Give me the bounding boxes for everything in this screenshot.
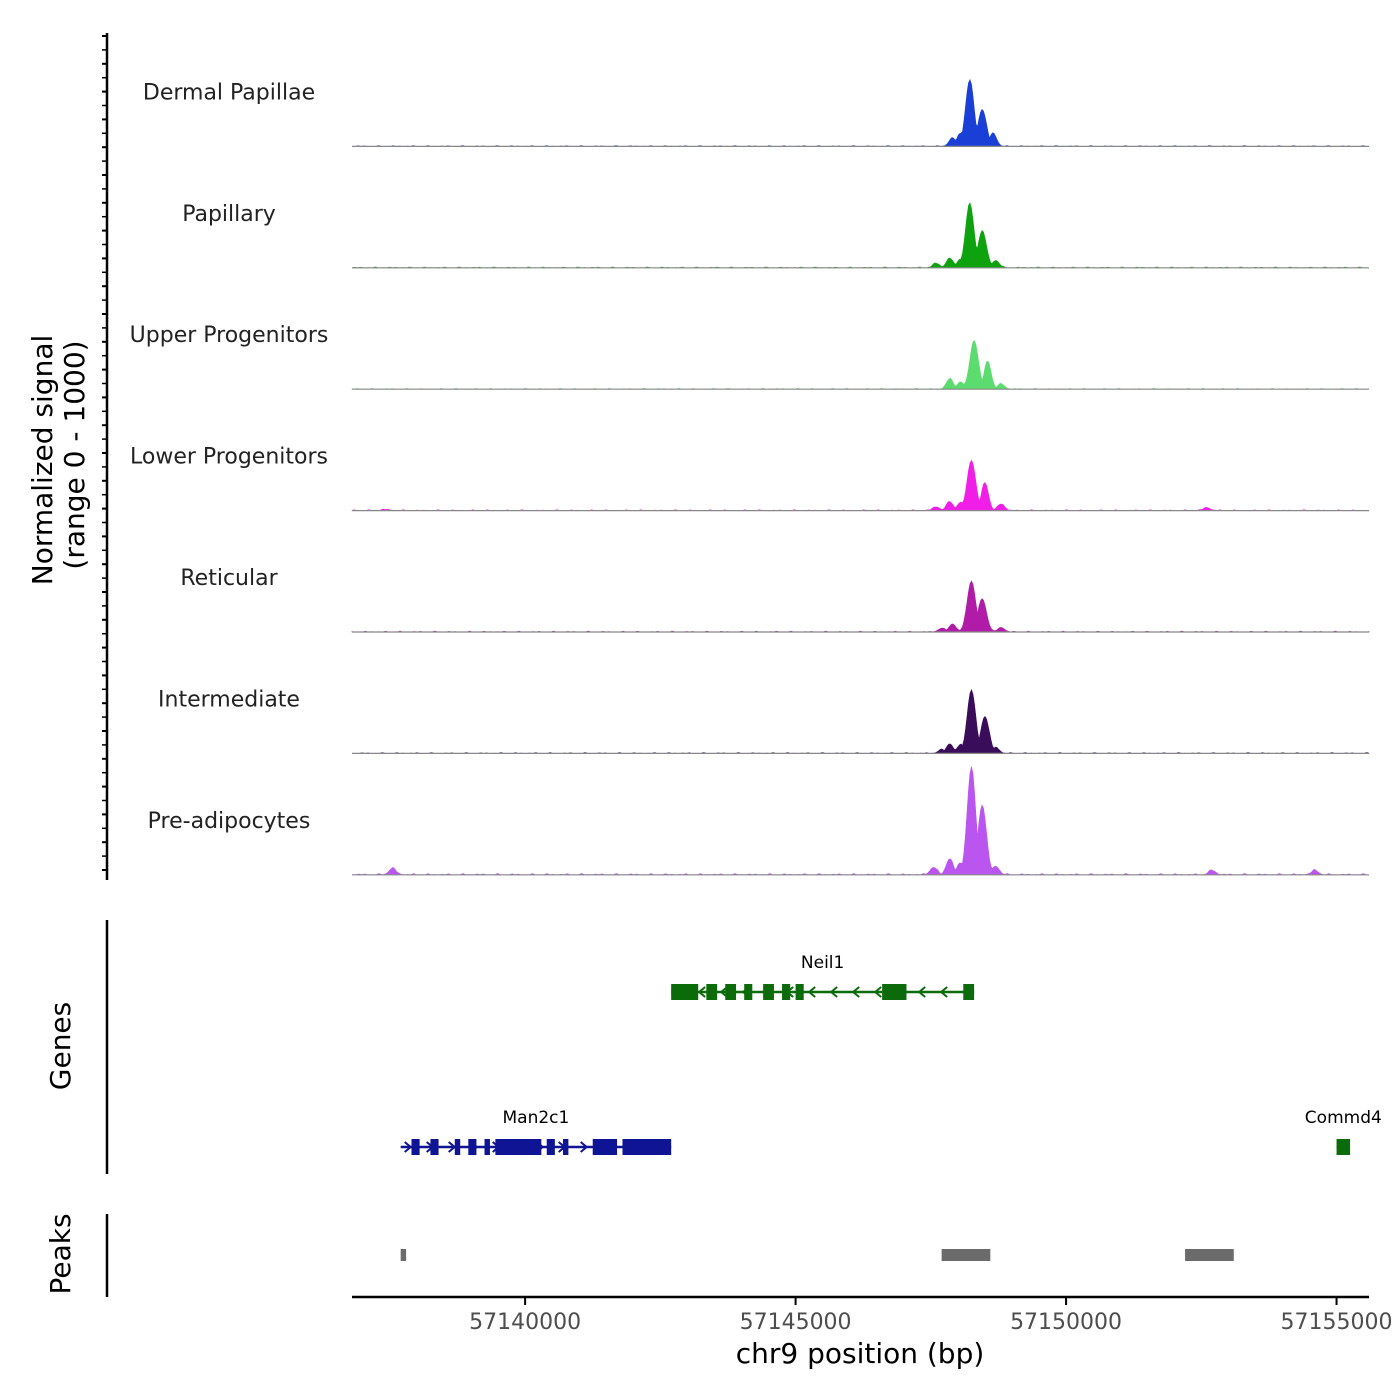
coverage-area xyxy=(352,688,1370,754)
gene-exon xyxy=(725,984,737,1000)
track-label: Intermediate xyxy=(158,687,300,712)
strand-arrow xyxy=(719,986,728,998)
gene-exon xyxy=(671,984,699,1000)
strand-arrow xyxy=(851,986,860,998)
strand-arrow xyxy=(829,986,838,998)
coverage-track: Pre-adipocytes xyxy=(148,766,1369,876)
strand-arrow xyxy=(404,1141,413,1153)
coverage-area xyxy=(351,580,1370,633)
strand-arrow xyxy=(807,986,816,998)
track-label: Reticular xyxy=(180,566,278,591)
strand-arrow xyxy=(580,1141,589,1153)
x-tick-label: 57140000 xyxy=(469,1310,581,1335)
gene-exon xyxy=(411,1139,420,1155)
peak-region xyxy=(941,1249,991,1261)
peak-region xyxy=(1185,1249,1234,1261)
gene-exon xyxy=(495,1139,542,1155)
x-axis-title: chr9 position (bp) xyxy=(736,1337,985,1370)
coverage-track: Intermediate xyxy=(158,687,1370,755)
coverage-area xyxy=(352,78,1369,147)
gene-exon xyxy=(468,1139,477,1155)
strand-arrow xyxy=(697,986,706,998)
strand-arrow xyxy=(873,986,882,998)
gene-exon xyxy=(1336,1139,1351,1155)
gene-exon xyxy=(782,984,791,1000)
gene-label: Neil1 xyxy=(801,953,844,973)
x-tick-label: 57150000 xyxy=(1010,1310,1122,1335)
strand-arrow xyxy=(448,1141,457,1153)
coverage-track: Papillary xyxy=(182,202,1369,269)
strand-arrow xyxy=(939,986,948,998)
peak-region xyxy=(400,1249,407,1261)
gene-exon xyxy=(592,1139,618,1155)
genes-panel-label: Genes xyxy=(44,1002,77,1090)
peaks-panel-label: Peaks xyxy=(44,1213,77,1294)
coverage-area xyxy=(351,340,1369,390)
coverage-area xyxy=(351,202,1369,269)
track-label: Upper Progenitors xyxy=(130,323,329,348)
y-axis-title: Normalized signal (range 0 - 1000) xyxy=(26,335,91,586)
track-label: Papillary xyxy=(182,202,276,227)
track-label: Dermal Papillae xyxy=(143,80,315,105)
coverage-track: Upper Progenitors xyxy=(130,323,1369,390)
gene-model: Neil1 xyxy=(671,953,975,1000)
gene-exon xyxy=(484,1139,490,1155)
x-tick-label: 57155000 xyxy=(1281,1310,1393,1335)
gene-exon xyxy=(562,1139,569,1155)
gene-exon xyxy=(546,1139,555,1155)
y-axis-title-line2: (range 0 - 1000) xyxy=(58,340,91,569)
track-label: Lower Progenitors xyxy=(130,445,328,470)
peaks-panel: Peaks xyxy=(44,1213,1234,1297)
gene-exon xyxy=(744,984,753,1000)
gene-exon xyxy=(706,984,718,1000)
gene-label: Man2c1 xyxy=(503,1108,570,1128)
gene-label: Commd4 xyxy=(1305,1108,1382,1128)
x-tick-label: 57145000 xyxy=(740,1310,852,1335)
gene-model: Man2c1 xyxy=(400,1108,672,1155)
gene-exon xyxy=(763,984,774,1000)
coverage-area xyxy=(352,766,1369,876)
track-label: Pre-adipocytes xyxy=(148,809,311,834)
genes-panel: Genes Neil1 Man2c1 Commd4 xyxy=(44,920,1382,1174)
coverage-track: Dermal Papillae xyxy=(143,78,1369,147)
x-axis: chr9 position (bp) 57140000 57145000 57150… xyxy=(352,1295,1393,1370)
gene-exon xyxy=(795,984,804,1000)
coverage-y-axis xyxy=(102,33,109,880)
gene-exon xyxy=(963,984,975,1000)
coverage-area xyxy=(351,459,1370,511)
gene-exon xyxy=(454,1139,461,1155)
gene-model: Commd4 xyxy=(1305,1108,1382,1155)
coverage-track: Lower Progenitors xyxy=(130,445,1370,512)
y-axis-title-line1: Normalized signal xyxy=(26,335,59,586)
strand-arrow xyxy=(917,986,926,998)
coverage-track: Reticular xyxy=(180,566,1370,633)
coverage-tracks: Dermal Papillae Papillary Upper Progenitor… xyxy=(130,78,1370,876)
gene-exon xyxy=(882,984,907,1000)
gene-exon xyxy=(430,1139,439,1155)
gene-exon xyxy=(622,1139,672,1155)
